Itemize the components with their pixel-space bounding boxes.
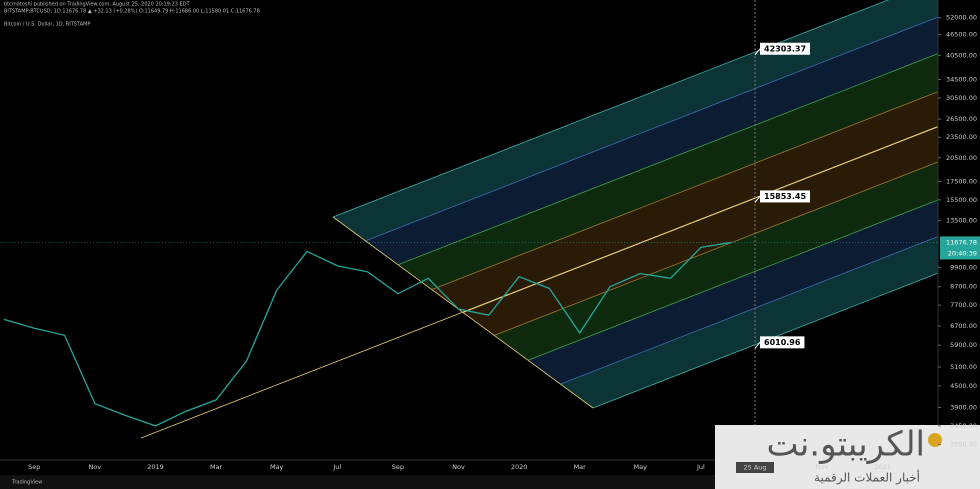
annotation-pointer (754, 48, 761, 56)
last-price-tag (940, 236, 980, 260)
y-tick-label: 9900.00 (950, 263, 977, 271)
x-tick-label: 2019 (147, 463, 164, 471)
pitchfork-band (528, 199, 938, 385)
brand: TradingView (11, 480, 42, 486)
watermark-subtitle: أخبار العملات الرقمية (814, 470, 920, 486)
y-tick-label: 13500.00 (946, 217, 977, 225)
y-tick-label: 46500.00 (946, 31, 977, 39)
pitchfork-line (494, 161, 938, 336)
y-tick-label: 26500.00 (946, 115, 977, 123)
annotation-label: 6010.96 (764, 338, 801, 347)
countdown: 20:40:39 (948, 249, 977, 257)
watermark-icon (928, 433, 942, 447)
y-tick-label: 23500.00 (946, 133, 977, 141)
pitchfork-line (332, 0, 890, 218)
x-tick-label: Nov (452, 463, 465, 471)
pitchfork-band (333, 0, 938, 241)
annotation-pointer (754, 342, 761, 349)
x-tick-label: 2021 (874, 463, 891, 471)
pitchfork-handle (332, 216, 594, 409)
y-tick-label: 5100.00 (950, 363, 977, 371)
y-tick-label: 5900.00 (950, 341, 977, 349)
y-tick-label: 15500.00 (946, 196, 977, 204)
pitchfork-band (494, 161, 938, 361)
date-label: 25 Aug (743, 464, 766, 472)
pitchfork (140, 0, 938, 439)
x-tick-label: Nov (89, 463, 102, 471)
y-tick-label: 20500.00 (946, 154, 977, 162)
x-tick-label: Sep (28, 463, 40, 471)
y-tick-label: 40500.00 (946, 51, 977, 59)
y-tick-label: 3900.00 (950, 403, 977, 411)
pitchfork-band (365, 17, 938, 265)
pitchfork-line (365, 16, 938, 242)
symbol: BITSTAMP:BTCUSD, 1D 11676.78 ▲ +32.13 (+… (4, 9, 260, 15)
x-tick-label: May (634, 463, 648, 471)
legend: Bitcoin / U.S. Dollar, 1D, BITSTAMP (4, 22, 90, 28)
x-tick-label: Sep (392, 463, 404, 471)
annotation-pointer (754, 196, 761, 203)
pitchfork-band (560, 236, 938, 408)
last-price-label: 11676.78 (946, 238, 977, 246)
publisher: btcmatoshi published on TradingView.com,… (4, 2, 191, 8)
date-tag (736, 462, 774, 473)
y-tick-label: 8700.00 (950, 283, 977, 291)
y-tick-label: 6700.00 (950, 322, 977, 330)
y-tick-label: 30500.00 (946, 94, 977, 102)
x-tick-label: Mar (574, 463, 587, 471)
x-tick-label: Mar (210, 463, 223, 471)
y-tick-label: 52000.00 (946, 14, 977, 22)
pitchfork-line (397, 53, 938, 266)
annotation-box (760, 336, 805, 349)
pitchfork-band (398, 53, 938, 290)
pitchfork-line (560, 236, 938, 385)
annotation-box (760, 190, 811, 203)
pitchfork-band (431, 91, 938, 313)
annotation-box (760, 42, 811, 55)
pitchfork-line (592, 272, 938, 409)
y-tick-label: 3450.00 (950, 422, 977, 430)
y-tick-label: 17500.00 (946, 178, 977, 186)
pitchfork-line (431, 91, 938, 290)
y-tick-label: 4500.00 (950, 382, 977, 390)
annotation-label: 42303.37 (764, 44, 806, 53)
price-line (3, 241, 732, 427)
annotation-label: 15853.45 (764, 192, 806, 201)
y-tick-label: 34500.00 (946, 75, 977, 83)
y-tick-label: 7700.00 (950, 301, 977, 309)
x-tick-label: May (270, 463, 284, 471)
x-tick-label: Nov (816, 463, 829, 471)
x-tick-label: 2020 (511, 463, 528, 471)
y-tick-label: 3050.00 (950, 440, 977, 448)
x-tick-label: Jul (696, 463, 705, 471)
pitchfork-line (527, 199, 938, 361)
plot-area (3, 241, 732, 427)
pitchfork-band (463, 126, 938, 336)
pitchfork-handle (140, 125, 938, 439)
watermark-title: الكريبتو.نت (766, 425, 925, 465)
x-tick-label: Jul (332, 463, 341, 471)
